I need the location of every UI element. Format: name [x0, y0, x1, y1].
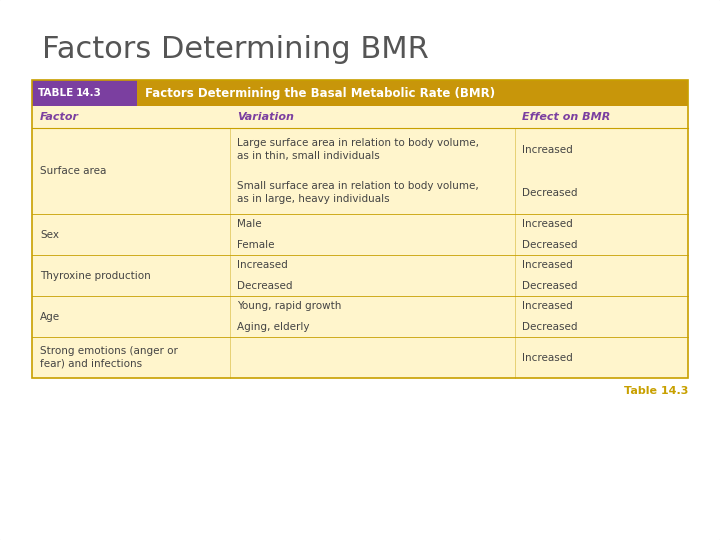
Text: Female: Female	[237, 240, 274, 250]
Text: Large surface area in relation to body volume,
as in thin, small individuals: Large surface area in relation to body v…	[237, 138, 479, 161]
Text: Young, rapid growth: Young, rapid growth	[237, 301, 341, 312]
Text: Increased: Increased	[522, 301, 572, 312]
Text: Thyroxine production: Thyroxine production	[40, 271, 150, 281]
Text: Increased: Increased	[522, 145, 572, 154]
Text: Strong emotions (anger or
fear) and infections: Strong emotions (anger or fear) and infe…	[40, 346, 178, 369]
Text: Surface area: Surface area	[40, 166, 107, 176]
Text: Age: Age	[40, 312, 60, 322]
Text: Variation: Variation	[237, 112, 294, 122]
Text: Factors Determining BMR: Factors Determining BMR	[42, 35, 429, 64]
Text: Decreased: Decreased	[522, 322, 577, 332]
Text: Decreased: Decreased	[237, 281, 292, 291]
Text: Decreased: Decreased	[522, 240, 577, 250]
Bar	[32, 80, 688, 106]
Text: Decreased: Decreased	[522, 281, 577, 291]
Bar	[32, 128, 688, 378]
Text: Increased: Increased	[522, 353, 572, 362]
Text: Aging, elderly: Aging, elderly	[237, 322, 310, 332]
Text: TABLE: TABLE	[38, 88, 74, 98]
Bar	[32, 80, 137, 106]
Text: Factors Determining the Basal Metabolic Rate (BMR): Factors Determining the Basal Metabolic …	[145, 86, 495, 99]
Text: Male: Male	[237, 219, 261, 230]
Text: Sex: Sex	[40, 230, 59, 240]
Text: Increased: Increased	[522, 219, 572, 230]
Text: Effect on BMR: Effect on BMR	[522, 112, 611, 122]
Bar	[32, 106, 688, 128]
Text: Decreased: Decreased	[522, 188, 577, 198]
Text: Table 14.3: Table 14.3	[624, 386, 688, 396]
Text: 14.3: 14.3	[76, 88, 102, 98]
Text: Increased: Increased	[237, 260, 288, 271]
Text: Factor: Factor	[40, 112, 79, 122]
Bar	[32, 80, 688, 378]
Text: Small surface area in relation to body volume,
as in large, heavy individuals: Small surface area in relation to body v…	[237, 181, 479, 204]
Text: Increased: Increased	[522, 260, 572, 271]
